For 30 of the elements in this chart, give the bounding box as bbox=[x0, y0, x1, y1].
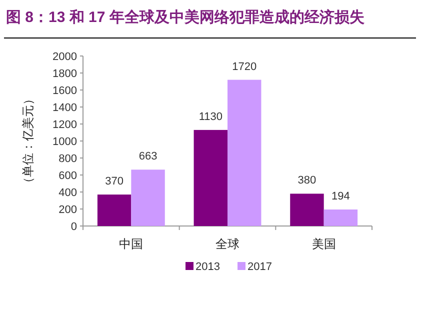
y-axis-title: （单位：亿美元） bbox=[21, 93, 35, 189]
y-tick-label: 600 bbox=[58, 170, 77, 182]
y-tick-label: 1600 bbox=[52, 84, 77, 97]
legend-label: 2017 bbox=[248, 261, 272, 273]
bar bbox=[97, 194, 132, 226]
x-tick-label: 美国 bbox=[312, 237, 336, 251]
y-tick-label: 0 bbox=[70, 220, 77, 233]
y-tick-label: 200 bbox=[58, 204, 77, 216]
y-tick-label: 2000 bbox=[52, 50, 77, 63]
data-label: 1720 bbox=[232, 60, 257, 73]
bar bbox=[290, 194, 324, 226]
x-tick-label: 全球 bbox=[216, 237, 240, 251]
bar bbox=[324, 210, 358, 226]
bar bbox=[131, 170, 165, 226]
data-label: 370 bbox=[105, 176, 124, 188]
bar bbox=[228, 80, 262, 226]
data-label: 1130 bbox=[198, 110, 222, 123]
y-tick-label: 1000 bbox=[52, 136, 77, 148]
y-tick-label: 400 bbox=[58, 186, 77, 199]
x-tick-label: 中国 bbox=[119, 237, 144, 251]
data-label: 380 bbox=[298, 174, 316, 187]
y-tick-label: 1400 bbox=[52, 102, 77, 114]
data-label: 194 bbox=[332, 190, 350, 203]
y-tick-label: 1800 bbox=[52, 68, 77, 80]
y-tick-label: 800 bbox=[58, 152, 77, 165]
bar bbox=[194, 130, 228, 226]
data-label: 663 bbox=[138, 150, 158, 163]
y-tick-label: 1200 bbox=[52, 118, 77, 131]
legend-label: 2013 bbox=[196, 261, 220, 273]
chart-title: 图 8：13 和 17 年全球及中美网络犯罪造成的经济损失 bbox=[6, 8, 364, 26]
